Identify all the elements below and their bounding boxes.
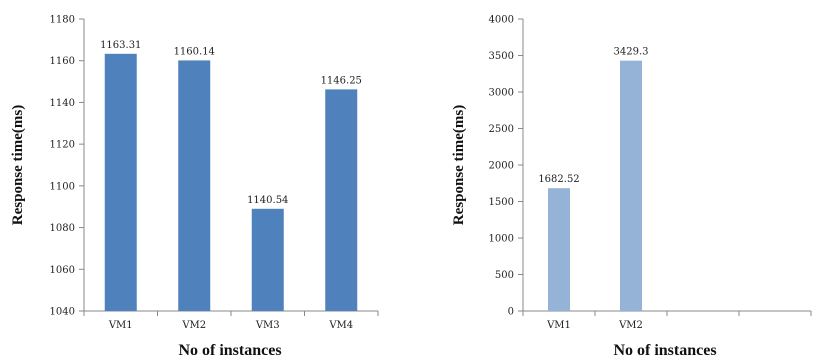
- x-tick-label: VM1: [546, 320, 571, 331]
- y-axis-title: Response time(ms): [451, 105, 467, 225]
- data-label: 3429.3: [614, 47, 649, 58]
- y-tick-label: 3500: [489, 51, 514, 62]
- bar-vm4: [325, 89, 358, 312]
- y-tick-label: 1100: [50, 181, 75, 192]
- x-tick-label: VM1: [108, 320, 133, 331]
- y-tick-label: 4000: [489, 15, 514, 26]
- y-tick-label: 1140: [50, 98, 75, 109]
- y-tick-label: 1120: [50, 140, 75, 151]
- bar-vm3: [251, 208, 284, 311]
- y-tick-label: 2500: [489, 124, 514, 135]
- data-label: 1160.14: [174, 46, 215, 57]
- bar-vm2: [620, 60, 642, 311]
- y-tick-label: 0: [508, 307, 514, 318]
- data-label: 1140.54: [247, 195, 288, 206]
- bar-vm1: [104, 53, 137, 311]
- x-tick-label: VM4: [328, 320, 353, 331]
- bar-vm2: [178, 60, 211, 311]
- y-tick-label: 1500: [489, 197, 514, 208]
- bar-vm1: [548, 188, 570, 311]
- y-tick-label: 1000: [489, 234, 514, 245]
- chart-left: 1040 1060 1080 1100 1120 1140 1160 1180 1163.31 V…: [10, 15, 379, 359]
- y-tick-label: 2000: [489, 161, 514, 172]
- y-axis-title: Response time(ms): [10, 105, 26, 225]
- y-tick-label: 1060: [50, 265, 75, 276]
- x-tick-label: VM2: [618, 320, 643, 331]
- y-tick-label: 3000: [489, 88, 514, 99]
- y-tick-label: 1040: [50, 307, 75, 318]
- data-label: 1163.31: [100, 40, 141, 51]
- y-tick-label: 1160: [50, 56, 75, 67]
- y-tick-label: 500: [495, 270, 514, 281]
- x-tick-label: VM3: [255, 320, 280, 331]
- x-tick-label: VM2: [181, 320, 206, 331]
- y-tick-label: 1180: [50, 15, 75, 26]
- data-label: 1682.52: [538, 174, 579, 185]
- chart-right: 0 500 1000 1500 2000 2500 3000 3500 4000 1682.52 V…: [451, 15, 812, 359]
- y-tick-label: 1080: [50, 223, 75, 234]
- x-axis-title: No of instances: [178, 342, 281, 359]
- data-label: 1146.25: [321, 75, 362, 86]
- x-axis-title: No of instances: [613, 342, 716, 359]
